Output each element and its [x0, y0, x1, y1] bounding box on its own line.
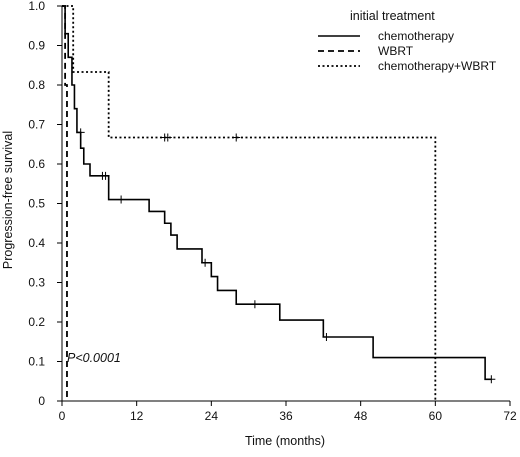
censor-mark	[322, 333, 331, 342]
x-tick-label: 24	[205, 409, 219, 423]
legend: initial treatment chemotherapyWBRTchemoth…	[318, 9, 497, 73]
x-tick-label: 0	[59, 409, 66, 423]
p-value-annotation: P<0.0001	[67, 351, 121, 365]
survival-curve	[62, 5, 492, 381]
censor-mark	[117, 195, 126, 204]
x-tick-label: 48	[354, 409, 368, 423]
y-axis-title: Progression-free survival	[1, 131, 15, 269]
legend-label: chemotherapy+WBRT	[378, 59, 497, 73]
ticks: 0 12 24 36 48 60 72 0 0.1 0.2 0.3 0.4 0.5 0.6 0.7 0.8 0.…	[28, 0, 517, 423]
series-layer	[62, 5, 496, 401]
x-tick-label: 12	[130, 409, 144, 423]
censor-mark	[163, 133, 172, 142]
legend-title: initial treatment	[350, 9, 435, 23]
y-tick-label: 0.3	[28, 276, 45, 290]
series-chemotherapy	[62, 5, 496, 384]
legend-label: chemotherapy	[378, 29, 454, 43]
series-wbrt	[62, 5, 68, 401]
censor-mark	[487, 375, 496, 384]
y-tick-label: 0.2	[28, 315, 45, 329]
y-tick-label: 0.6	[28, 157, 45, 171]
censor-mark	[76, 128, 85, 137]
y-tick-label: 0.9	[28, 39, 45, 53]
x-tick-label: 72	[503, 409, 517, 423]
y-tick-label: 1.0	[28, 0, 45, 13]
legend-label: WBRT	[378, 44, 414, 58]
survival-curve	[62, 5, 437, 401]
censor-mark	[232, 133, 241, 142]
y-tick-label: 0.1	[28, 355, 45, 369]
y-tick-label: 0.5	[28, 197, 45, 211]
censor-mark	[250, 300, 259, 309]
x-tick-label: 36	[279, 409, 293, 423]
censor-mark	[201, 258, 210, 267]
survival-curve	[62, 5, 68, 401]
x-tick-label: 60	[429, 409, 443, 423]
y-tick-label: 0	[38, 394, 45, 408]
series-chemotherapy-wbrt	[62, 5, 437, 401]
y-tick-label: 0.4	[28, 236, 45, 250]
y-tick-label: 0.7	[28, 118, 45, 132]
x-axis-title: Time (months)	[245, 434, 325, 448]
censor-mark	[101, 171, 110, 180]
y-tick-label: 0.8	[28, 78, 45, 92]
